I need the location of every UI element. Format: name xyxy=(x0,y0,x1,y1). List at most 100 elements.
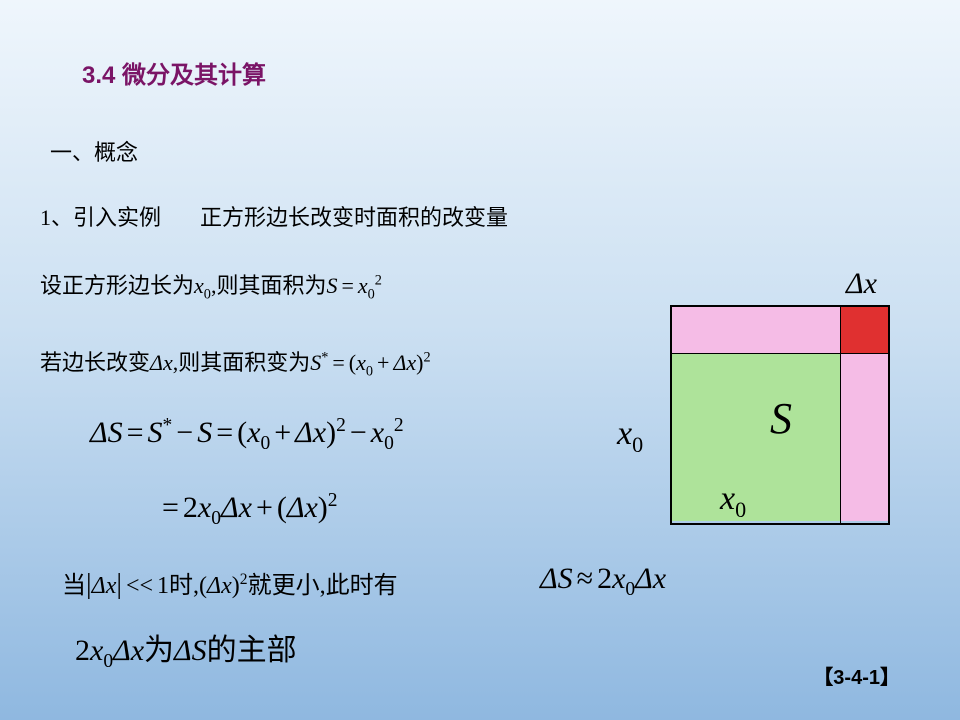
equation-changed-area: 若边长改变Δx,则其面积变为S*=(x0+Δx)2 xyxy=(40,345,431,380)
approx-sign: ≈ xyxy=(573,562,597,595)
subscript-zero: 0 xyxy=(204,286,211,302)
equals-sign: = xyxy=(212,416,237,449)
text-suffix: 就更小,此时有 xyxy=(248,573,398,599)
subscript-zero: 0 xyxy=(632,432,643,457)
var-x: x xyxy=(653,562,666,595)
label-x0-left: x0 xyxy=(617,415,643,458)
much-less: << xyxy=(122,573,157,599)
var-S: S xyxy=(558,562,573,595)
subsection-heading: 一、概念 xyxy=(50,135,138,167)
superscript-star: * xyxy=(163,415,173,436)
var-x: x xyxy=(358,273,368,298)
subscript-zero: 0 xyxy=(625,579,635,600)
equation-delta-s: ΔS=S*−S=(x0+Δx)2−x02 xyxy=(90,415,404,455)
equals-sign: = xyxy=(123,416,148,449)
equation-setup-area: 设正方形边长为x0,则其面积为S=x02 xyxy=(40,268,382,303)
delta: Δ xyxy=(92,573,106,599)
var-x: x xyxy=(90,634,103,667)
equals-sign: = xyxy=(158,491,183,524)
delta: Δ xyxy=(635,562,653,595)
equation-expanded: =2x0Δx+(Δx)2 xyxy=(158,490,338,530)
var-x: x xyxy=(131,634,144,667)
label-x0-bottom: x0 xyxy=(720,480,746,523)
var-S: S xyxy=(148,416,163,449)
rparen: ) xyxy=(318,491,328,524)
var-S: S xyxy=(326,273,337,298)
subscript-zero: 0 xyxy=(384,433,394,454)
text-prefix: 设正方形边长为 xyxy=(40,273,194,298)
example-label: 1、引入实例 xyxy=(40,200,161,232)
two: 2 xyxy=(75,634,90,667)
delta: Δ xyxy=(207,573,221,599)
rparen: ) xyxy=(232,573,240,599)
text-main-part: 的主部 xyxy=(207,634,297,667)
section-title: 3.4 微分及其计算 xyxy=(82,55,266,90)
delta: Δ xyxy=(150,350,163,375)
subscript-zero: 0 xyxy=(735,497,746,522)
superscript-two: 2 xyxy=(423,350,430,366)
lparen: ( xyxy=(277,491,287,524)
var-S: S xyxy=(192,634,207,667)
var-x: x xyxy=(864,267,877,300)
superscript-two: 2 xyxy=(328,490,338,511)
label-dx: Δx xyxy=(846,267,877,301)
one: 1 xyxy=(157,573,169,599)
delta: Δ xyxy=(846,267,864,300)
var-x: x xyxy=(371,416,384,449)
delta: Δ xyxy=(540,562,558,595)
subscript-zero: 0 xyxy=(211,508,221,529)
text-mid: ,则其面积为 xyxy=(211,273,327,298)
vertical-divider xyxy=(840,307,841,523)
minus-sign: − xyxy=(172,416,197,449)
slide-number: 【3-4-1】 xyxy=(813,661,900,690)
superscript-two: 2 xyxy=(375,273,382,289)
superscript-two: 2 xyxy=(336,415,346,436)
subscript-zero: 0 xyxy=(366,363,373,379)
label-S: S xyxy=(770,393,792,444)
two: 2 xyxy=(597,562,612,595)
superscript-two: 2 xyxy=(394,415,404,436)
delta: Δ xyxy=(295,416,313,449)
var-S: S xyxy=(310,350,321,375)
text-mid: ,则其面积变为 xyxy=(173,350,311,375)
equals-sign: = xyxy=(337,273,357,298)
text-wei: 为 xyxy=(144,634,174,667)
lparen: ( xyxy=(199,573,207,599)
var-x: x xyxy=(406,350,416,375)
var-x: x xyxy=(194,273,204,298)
var-S: S xyxy=(197,416,212,449)
minus-sign: − xyxy=(346,416,371,449)
text-when: 当 xyxy=(62,573,86,599)
equation-main-part: 2x0Δx为ΔS的主部 xyxy=(75,625,297,673)
text-prefix: 若边长改变 xyxy=(40,350,150,375)
var-x: x xyxy=(612,562,625,595)
delta: Δ xyxy=(287,491,305,524)
subscript-zero: 0 xyxy=(260,433,270,454)
subscript-zero: 0 xyxy=(368,286,375,302)
var-x: x xyxy=(239,491,252,524)
two: 2 xyxy=(183,491,198,524)
var-x: x xyxy=(163,350,173,375)
var-x: x xyxy=(617,415,632,452)
var-x: x xyxy=(221,573,232,599)
var-x: x xyxy=(198,491,211,524)
var-S: S xyxy=(108,416,123,449)
condition-text: 当|Δx|<<1时,(Δx)2就更小,此时有 xyxy=(62,565,398,601)
delta: Δ xyxy=(221,491,239,524)
plus-sign: + xyxy=(373,350,393,375)
var-x: x xyxy=(313,416,326,449)
subscript-zero: 0 xyxy=(103,651,113,672)
lparen: ( xyxy=(237,416,247,449)
horizontal-divider xyxy=(672,353,888,354)
delta: Δ xyxy=(90,416,108,449)
superscript-two: 2 xyxy=(240,571,248,588)
var-x: x xyxy=(304,491,317,524)
text-shi: 时, xyxy=(169,573,199,599)
equals-sign: = xyxy=(328,350,348,375)
delta: Δ xyxy=(174,634,192,667)
plus-sign: + xyxy=(270,416,295,449)
example-description: 正方形边长改变时面积的改变量 xyxy=(200,200,508,232)
var-x: x xyxy=(247,416,260,449)
var-x: x xyxy=(720,480,735,517)
delta: Δ xyxy=(113,634,131,667)
